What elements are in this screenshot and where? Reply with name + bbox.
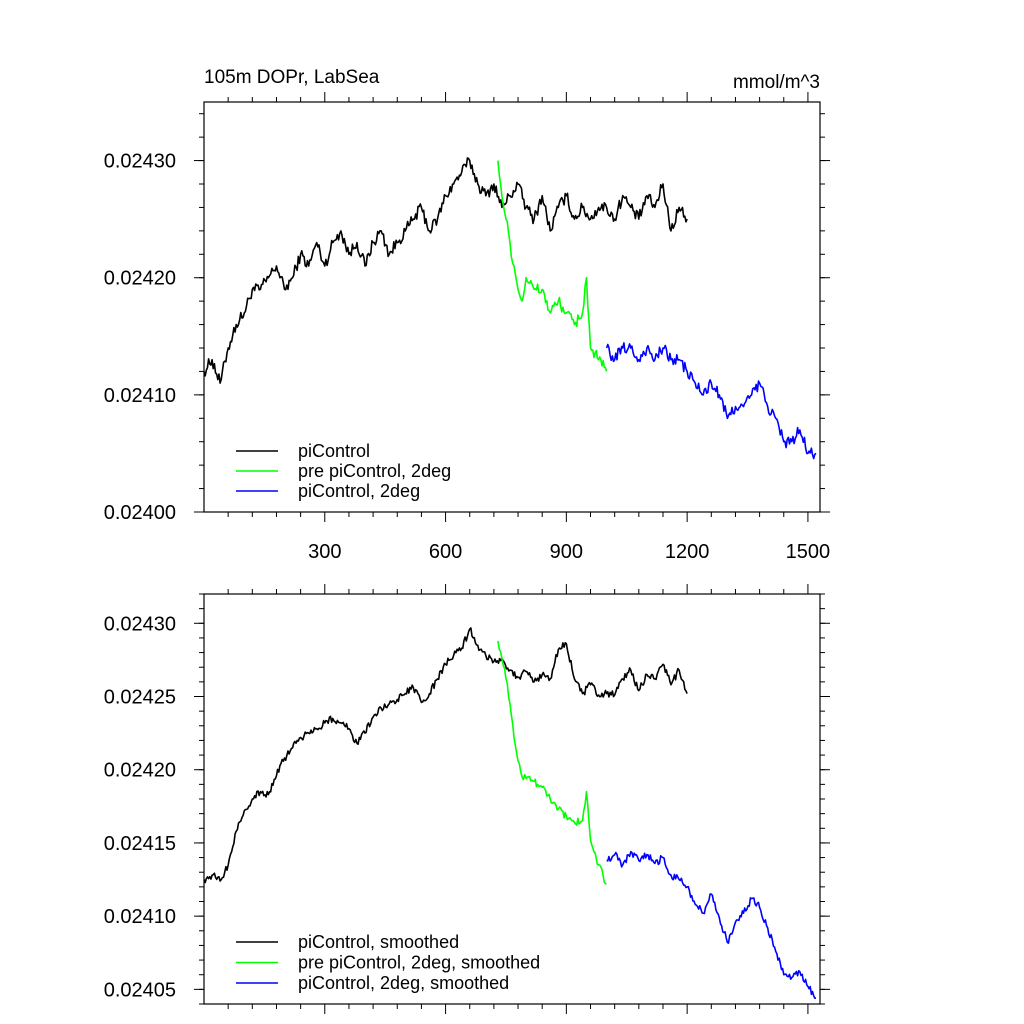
legend-label: piControl, smoothed [298,932,459,952]
plot-frame [203,101,821,513]
y-tick-label: 0.02410 [104,385,176,407]
legend-label: piControl [298,441,370,461]
units-label: mmol/m^3 [733,72,820,93]
y-tick-label: 0.02430 [104,151,176,173]
y-tick-label: 0.02430 [104,613,176,635]
x-tick-label: 300 [308,541,341,563]
x-tick-label: 600 [429,541,462,563]
series-line-2 [497,160,608,372]
x-tick-label: 1500 [786,541,831,563]
y-tick-label: 0.02415 [104,833,176,855]
series-line-1 [203,627,688,884]
series-line-2 [497,640,607,885]
y-tick-label: 0.02425 [104,687,176,709]
y-tick-label: 0.02400 [104,502,176,524]
chart-title: 105m DOPr, LabSea [204,67,380,88]
y-tick-label: 0.02405 [104,979,176,1001]
x-tick-label: 1200 [665,541,710,563]
y-tick-label: 0.02420 [104,760,176,782]
legend-label: piControl, 2deg [298,481,420,501]
chart-panel-1: 300 600 900 1200 1500 0.02400 0.02410 0.02420 0.… [104,67,830,563]
series-line-3 [606,850,817,1000]
chart-panel-2: 0.02405 0.02410 0.02415 0.02420 0.02425 0.024… [104,584,830,1014]
legend-label: pre piControl, 2deg [298,461,451,481]
y-tick-label: 0.02420 [104,268,176,290]
legend-label: pre piControl, 2deg, smoothed [298,953,540,973]
legend-label: piControl, 2deg, smoothed [298,973,509,993]
y-tick-label: 0.02410 [104,906,176,928]
series-line-3 [605,342,817,460]
series-line-1 [203,157,688,384]
x-tick-label: 900 [550,541,583,563]
